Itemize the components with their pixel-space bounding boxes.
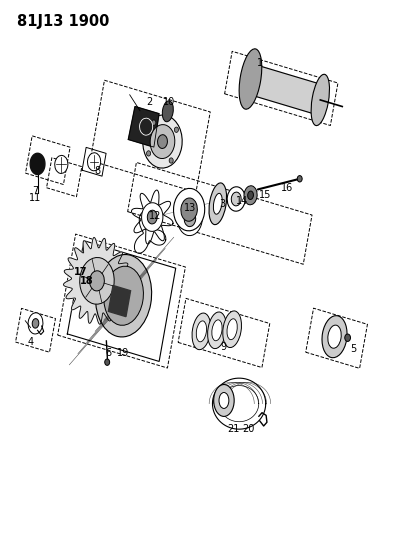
Ellipse shape — [32, 319, 39, 328]
Circle shape — [345, 334, 351, 342]
Text: 13: 13 — [184, 203, 196, 213]
Ellipse shape — [28, 313, 43, 334]
Text: 11: 11 — [29, 193, 42, 204]
Ellipse shape — [196, 321, 207, 342]
Text: 5: 5 — [350, 344, 356, 354]
Ellipse shape — [157, 135, 167, 149]
Ellipse shape — [178, 201, 202, 236]
Text: 6: 6 — [105, 348, 111, 358]
Polygon shape — [248, 64, 323, 115]
Ellipse shape — [231, 192, 241, 206]
Polygon shape — [128, 107, 159, 147]
Text: 1: 1 — [256, 58, 263, 68]
Text: 4: 4 — [27, 337, 33, 347]
Polygon shape — [30, 154, 45, 174]
Ellipse shape — [209, 183, 226, 224]
Text: 15: 15 — [259, 190, 271, 200]
Ellipse shape — [239, 49, 262, 109]
Ellipse shape — [80, 257, 114, 304]
Text: 17: 17 — [74, 267, 87, 277]
Ellipse shape — [219, 392, 229, 408]
Text: 2: 2 — [146, 96, 152, 107]
Text: 21: 21 — [227, 424, 240, 434]
Text: 8: 8 — [94, 166, 100, 176]
Ellipse shape — [95, 255, 152, 337]
Circle shape — [297, 175, 302, 182]
Ellipse shape — [192, 313, 211, 350]
Ellipse shape — [311, 74, 330, 126]
Text: 81J13 1900: 81J13 1900 — [17, 14, 109, 29]
Ellipse shape — [150, 125, 175, 158]
Ellipse shape — [90, 271, 104, 291]
Circle shape — [105, 359, 110, 366]
Polygon shape — [109, 286, 131, 317]
Circle shape — [147, 151, 151, 156]
Text: 3: 3 — [219, 199, 225, 209]
Ellipse shape — [244, 185, 257, 205]
Ellipse shape — [181, 198, 197, 221]
Ellipse shape — [173, 188, 205, 231]
Circle shape — [169, 158, 173, 163]
Ellipse shape — [322, 316, 347, 358]
Text: 12: 12 — [149, 211, 162, 221]
Ellipse shape — [328, 325, 341, 348]
Ellipse shape — [248, 191, 254, 199]
Text: 7: 7 — [32, 186, 39, 196]
Ellipse shape — [214, 384, 234, 416]
Text: 14: 14 — [236, 196, 249, 206]
Ellipse shape — [143, 115, 182, 168]
Ellipse shape — [88, 153, 101, 171]
Text: 18: 18 — [80, 277, 94, 286]
Ellipse shape — [162, 101, 173, 122]
Text: 10: 10 — [162, 96, 175, 107]
Polygon shape — [64, 238, 130, 324]
Text: 20: 20 — [242, 424, 255, 434]
Circle shape — [152, 120, 156, 125]
Ellipse shape — [227, 319, 237, 340]
Ellipse shape — [223, 311, 242, 348]
Ellipse shape — [227, 187, 245, 211]
Ellipse shape — [208, 312, 226, 349]
Ellipse shape — [213, 193, 222, 214]
Ellipse shape — [184, 211, 196, 227]
Ellipse shape — [55, 156, 68, 173]
Text: 19: 19 — [118, 348, 130, 358]
Text: 9: 9 — [221, 342, 227, 352]
Ellipse shape — [212, 320, 222, 341]
Ellipse shape — [141, 203, 163, 231]
Text: 16: 16 — [280, 183, 293, 193]
Ellipse shape — [104, 266, 143, 325]
Ellipse shape — [147, 210, 157, 224]
Circle shape — [174, 127, 178, 132]
